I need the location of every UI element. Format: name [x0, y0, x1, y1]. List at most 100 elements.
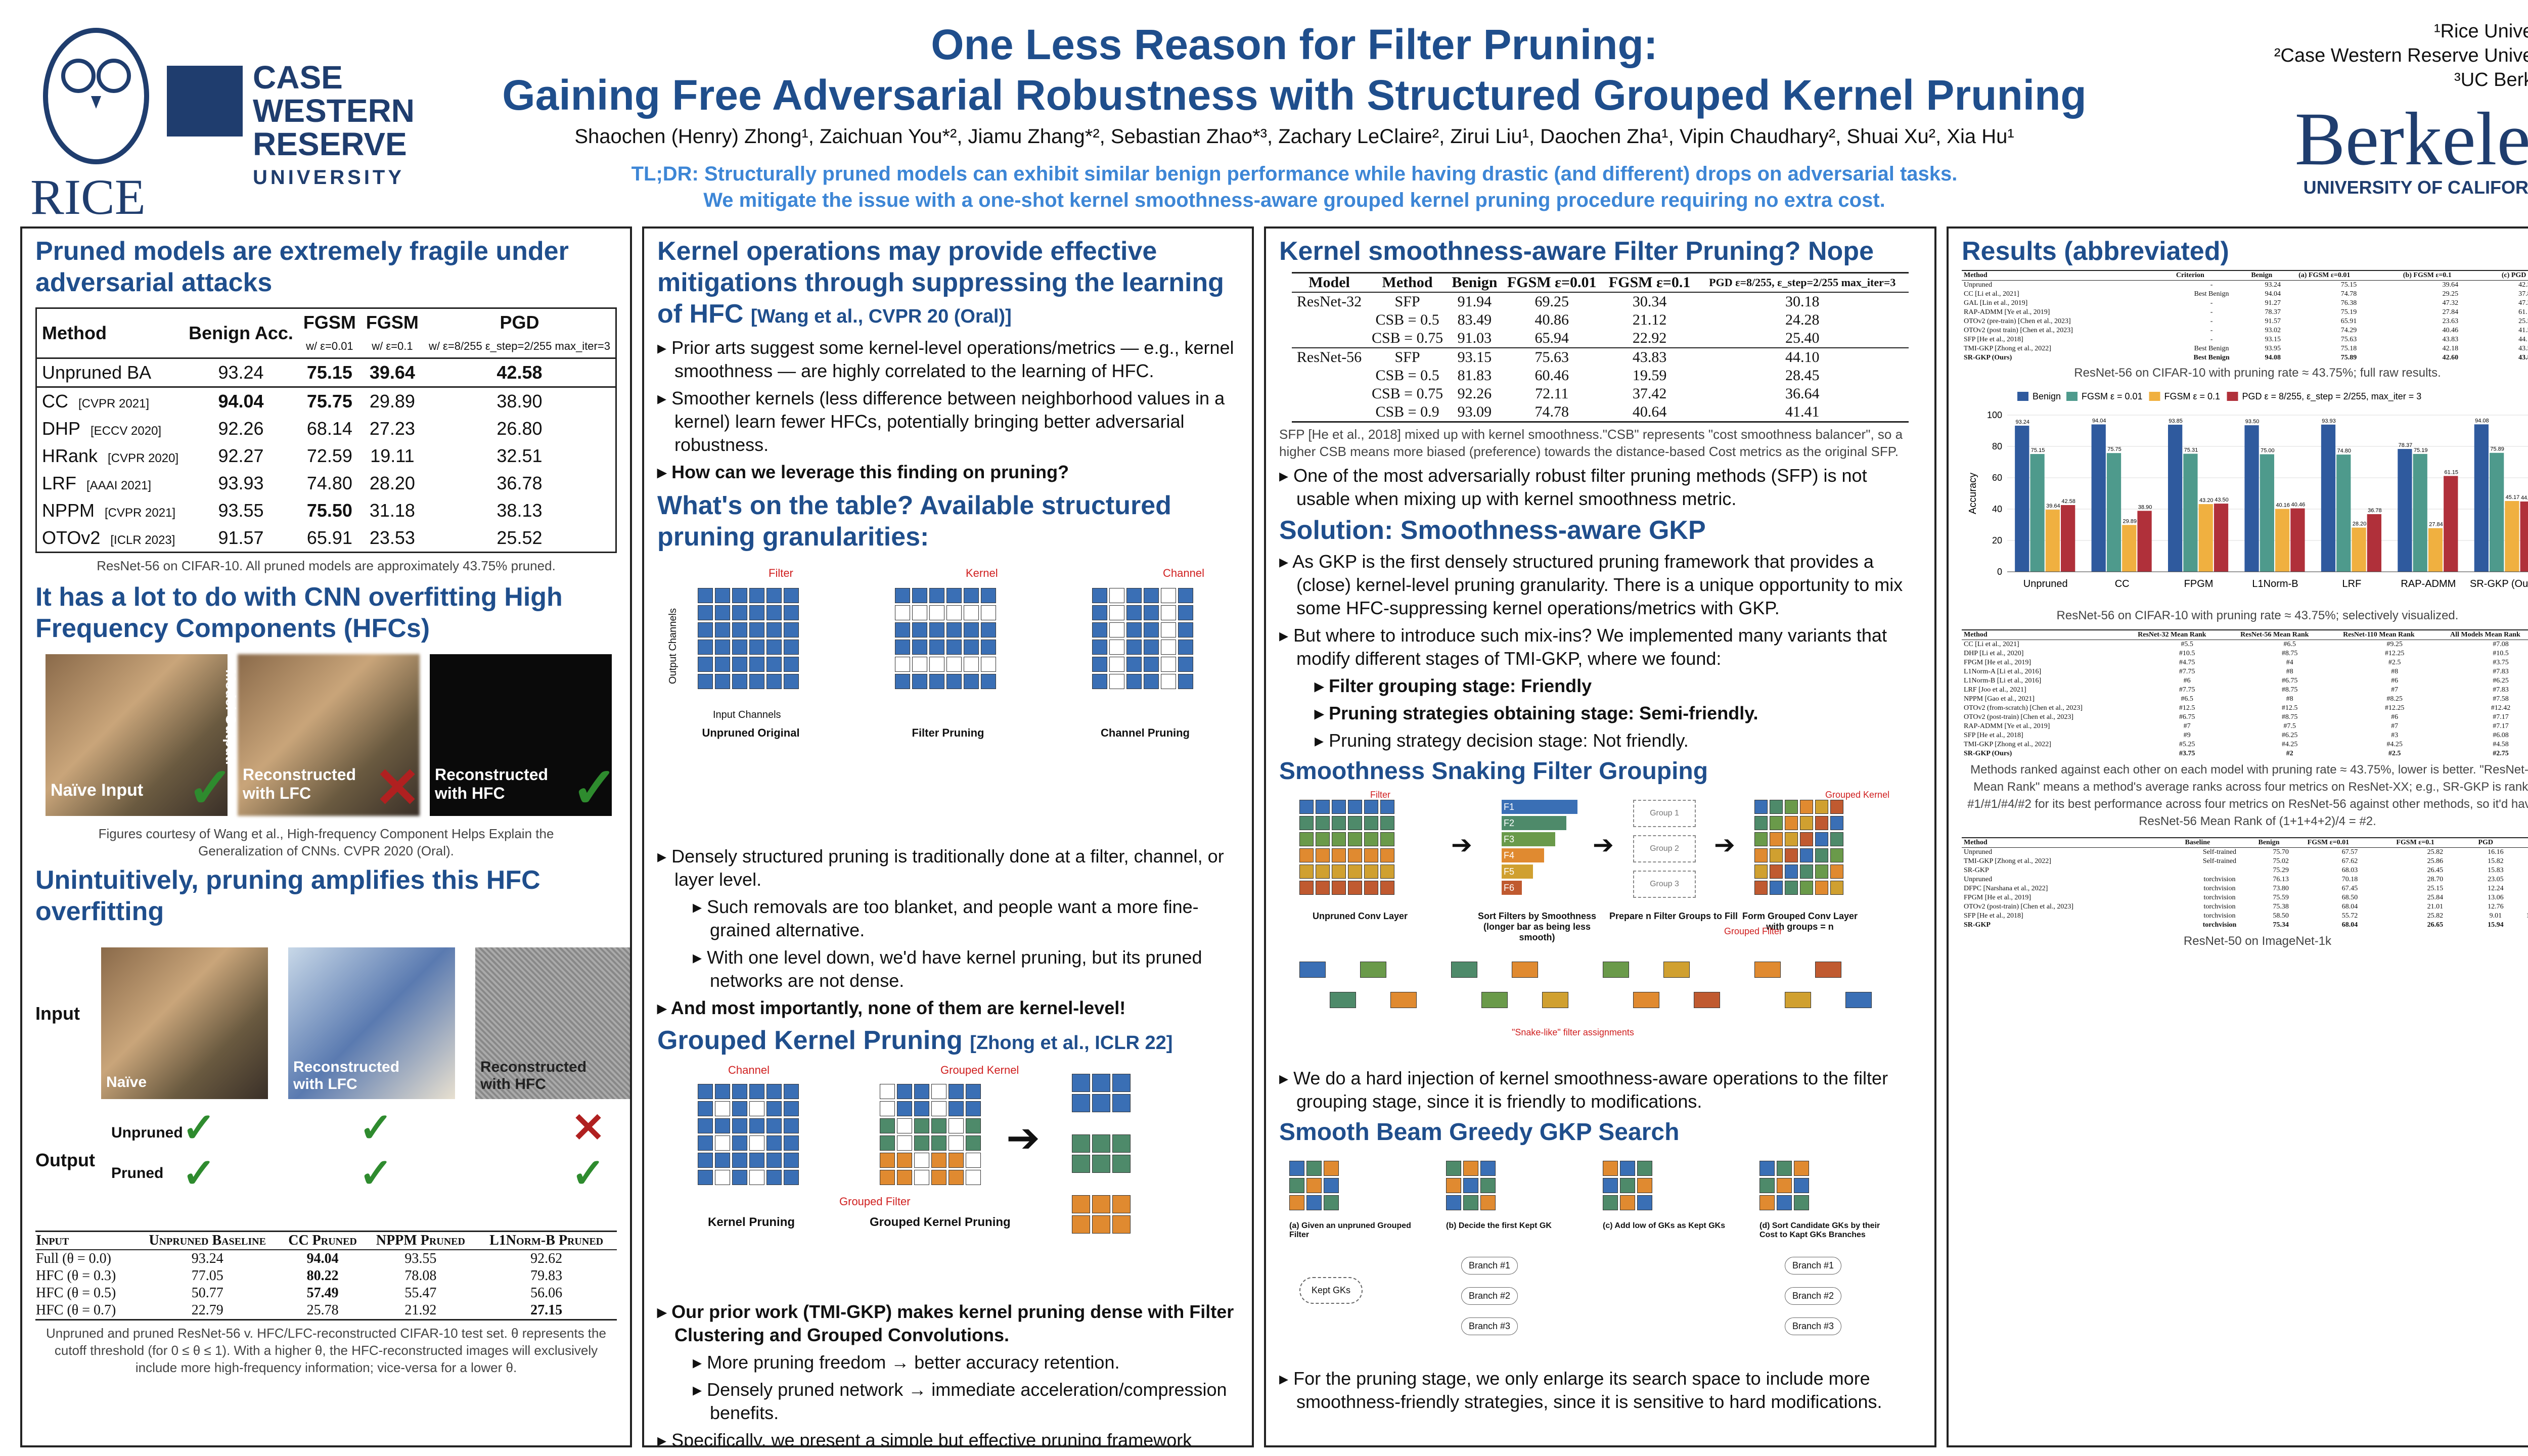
output-label: Output [35, 1150, 95, 1170]
snake-figure: F1 F2 F3 F4 F5 F6 Group 1 Group 2 Group 3 ➔ ➔ ➔ Unpr… [1279, 790, 1921, 1063]
kernel-cell [1126, 674, 1142, 689]
kernel-cell [946, 588, 962, 603]
kernel-cell [1306, 1161, 1322, 1176]
kernel-cell [784, 1118, 799, 1133]
grid-tag: Channel [1163, 567, 1204, 579]
panel2-title: Kernel operations may provide effective … [657, 237, 1224, 329]
bar-value-label: 78.37 [2399, 442, 2413, 448]
kernel-cell [929, 605, 944, 620]
kernel-cell [1785, 848, 1798, 862]
axis-y-label: Output Channels [667, 608, 679, 685]
kernel-cell [880, 1135, 895, 1151]
kernel-cell [1380, 800, 1394, 814]
x-tick-label: FPGM [2184, 578, 2214, 589]
kernel-cell [698, 1084, 713, 1099]
kernel-cell [1785, 864, 1798, 879]
kernel-cell [715, 1101, 730, 1116]
x-tick-label: SR-GKP (Ours) [2470, 578, 2528, 589]
rice-wordmark: RICE [30, 169, 146, 225]
case-word-2: WESTERN [253, 93, 415, 129]
kernel-cell [1306, 1195, 1322, 1210]
kernel-cell [1480, 1178, 1496, 1193]
table-row: CC [CVPR 2021] 94.04 75.75 29.89 38.90 [42, 391, 543, 412]
kernel-cell [1126, 657, 1142, 672]
kernel-cell [1126, 588, 1142, 603]
kernel-cell [1332, 864, 1346, 879]
list-item: ▸ Pruning strategy decision stage: Not f… [1315, 730, 1689, 751]
bar [2352, 527, 2366, 572]
kernel-cell [1112, 1094, 1131, 1112]
axis-x-label: Input Channels [713, 709, 781, 720]
kernel-cell [1109, 674, 1124, 689]
table-row: NPPM [CVPR 2021] 93.55 75.50 31.18 38.13 [42, 500, 543, 521]
kernel-cell [1777, 1178, 1792, 1193]
kernel-cell [1109, 640, 1124, 655]
list-item: ▸ Our prior work (TMI-GKP) makes kernel … [657, 1301, 1234, 1345]
kernel-cell [1161, 640, 1176, 655]
list-item: ▸ More pruning freedom → better accuracy… [693, 1352, 1120, 1373]
kernel-cell [1092, 588, 1107, 603]
kernel-cell [964, 622, 979, 638]
filter-bar: F3 [1502, 832, 1555, 846]
filter-box [1785, 992, 1811, 1008]
kernel-cell [1480, 1195, 1496, 1210]
panel3-title: Kernel smoothness-aware Filter Pruning? … [1279, 237, 1874, 266]
kernel-cell [949, 1153, 964, 1168]
bar [2367, 514, 2381, 572]
table-row: HFC (θ = 0.7) 22.79 25.78 21.92 27.15 [35, 1302, 617, 1320]
kernel-cell [784, 1153, 799, 1168]
table-row: GAL [Lin et al., 2019] -91.27 76.38 47.32 47… [1964, 299, 2528, 307]
panel3-sec3-title: Smoothness Snaking Filter Grouping [1279, 758, 1708, 785]
kernel-cell [1364, 816, 1378, 830]
kernel-cell [1380, 864, 1394, 879]
unpruned-row-label: Unpruned [111, 1124, 183, 1141]
group-slot: Group 3 [1633, 871, 1696, 898]
hfc-label: Reconstructed with HFC [435, 765, 549, 802]
filter-box [1754, 962, 1781, 978]
branch-label: Branch #2 [1461, 1287, 1518, 1305]
kernel-cell [1603, 1178, 1618, 1193]
kernel-cell [1800, 832, 1813, 846]
kernel-cell [931, 1135, 946, 1151]
kernel-cell [914, 1101, 929, 1116]
list-item: ▸ Such removals are too blanket, and peo… [693, 896, 1199, 940]
kernel-cell [949, 1135, 964, 1151]
filter-bar: F6 [1502, 881, 1522, 895]
kernel-cell [931, 1084, 946, 1099]
kernel-cell [1785, 816, 1798, 830]
hfc-table: Input Unpruned Baseline CC Pruned NPPM Prun… [35, 1231, 617, 1321]
kernel-cell [1800, 864, 1813, 879]
kernel-cell [1380, 832, 1394, 846]
snake-label: Prepare n Filter Groups to Fill [1609, 911, 1738, 921]
kernel-cell [766, 674, 782, 689]
kernel-cell [1299, 864, 1314, 879]
hfc2-label: Reconstructed with HFC [480, 1059, 587, 1093]
kernel-cell [949, 1084, 964, 1099]
filter-box [1451, 962, 1477, 978]
cross-icon: ✕ [571, 1105, 606, 1150]
rank-caption: Methods ranked against each other on eac… [1967, 763, 2528, 828]
panel1-sec2-title: It has a lot to do with CNN overfitting … [35, 582, 563, 643]
bar-value-label: 44.85 [2521, 495, 2528, 501]
bar [2122, 525, 2137, 572]
kernel-cell [1603, 1195, 1618, 1210]
kernel-cell [1109, 657, 1124, 672]
kernel-cell [946, 640, 962, 655]
table-row: RAP-ADMM [Ye et al., 2019] #7 #7.5 #7 #7.17 [1964, 722, 2509, 730]
kernel-cell [784, 605, 799, 620]
berkeley-wordmark: Berkeley [2294, 97, 2528, 181]
kernel-cell [1316, 881, 1330, 895]
snake-label: Form Grouped Conv Layer with groups = n [1742, 911, 1858, 932]
beam-label: (d) Sort Candidate GKs by their Cost to … [1759, 1221, 1880, 1239]
filter-box [1694, 992, 1720, 1008]
kernel-cell [931, 1170, 946, 1185]
table-row: FPGM [He et al., 2019] torchvision 75.59 68… [1964, 894, 2528, 901]
kernel-cell [949, 1118, 964, 1133]
naive-input-label: Naïve Input [51, 781, 144, 800]
fragility-table: Method Benign Acc. FGSM w/ ε=0.01 FGSM w/ … [35, 307, 617, 553]
bar-value-label: 93.50 [2245, 419, 2260, 425]
kernel-cell [1316, 864, 1330, 879]
kernel-cell [715, 622, 730, 638]
kernel-cell [1092, 640, 1107, 655]
kernel-cell [1785, 800, 1798, 814]
